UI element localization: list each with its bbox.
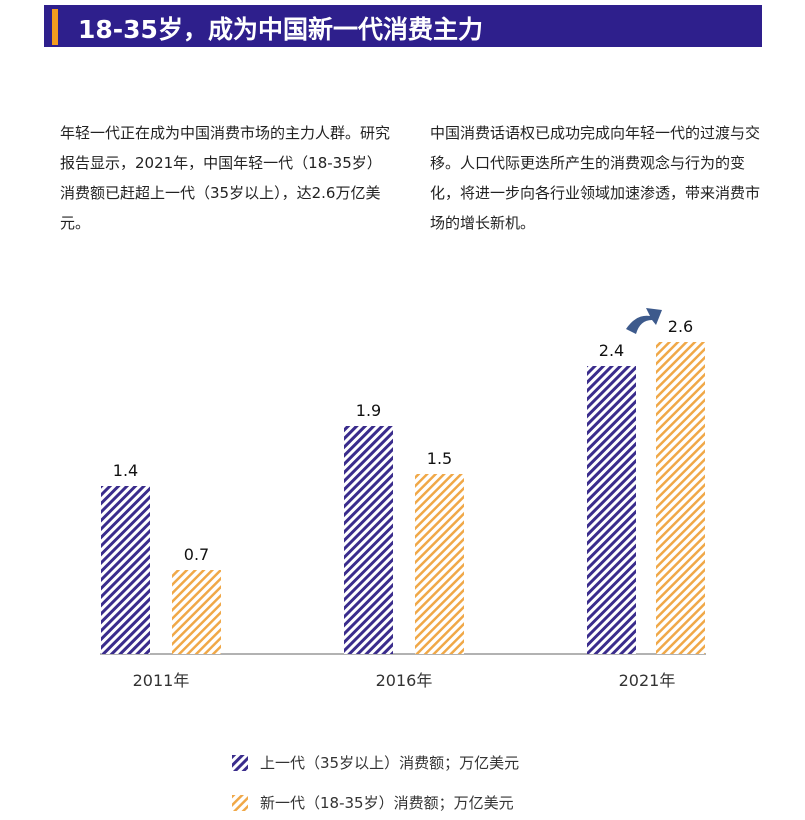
bar-older-2: [587, 366, 636, 654]
data-label: 0.7: [184, 545, 209, 564]
data-label: 2.4: [599, 341, 624, 360]
paragraph-left: 年轻一代正在成为中国消费市场的主力人群。研究报告显示，2021年，中国年轻一代（…: [60, 124, 391, 232]
legend-label: 新一代（18-35岁）消费额；万亿美元: [260, 794, 514, 812]
x-tick-label: 2011年: [133, 671, 190, 690]
data-label: 2.6: [668, 317, 693, 336]
bar-younger-1: [415, 474, 464, 654]
x-tick-label: 2021年: [619, 671, 676, 690]
hatch-swatch-icon: [232, 754, 248, 771]
header-bar: 18-35岁，成为中国新一代消费主力: [44, 5, 762, 47]
bar-older-1: [344, 426, 393, 654]
bar-older-0: [101, 486, 150, 654]
accent-strip: [52, 9, 58, 45]
bar-younger-0: [172, 570, 221, 654]
bar-younger-2: [656, 342, 705, 654]
data-label: 1.9: [356, 401, 381, 420]
data-label: 1.5: [427, 449, 452, 468]
page-title: 18-35岁，成为中国新一代消费主力: [78, 15, 483, 44]
hatch-swatch-icon: [232, 794, 248, 811]
curved-up-arrow-icon: [626, 308, 662, 334]
legend-item-older: 上一代（35岁以上）消费额；万亿美元: [232, 752, 519, 773]
legend-label: 上一代（35岁以上）消费额；万亿美元: [260, 754, 520, 772]
x-tick-label: 2016年: [376, 671, 433, 690]
bar-chart: 1.4 0.7 2011年 1.9 1.5 2016年 2.4 2.6 2021年: [100, 308, 706, 690]
legend-item-younger: 新一代（18-35岁）消费额；万亿美元: [232, 792, 514, 813]
data-label: 1.4: [113, 461, 138, 480]
paragraph-right: 中国消费话语权已成功完成向年轻一代的过渡与交移。人口代际更迭所产生的消费观念与行…: [430, 124, 761, 232]
